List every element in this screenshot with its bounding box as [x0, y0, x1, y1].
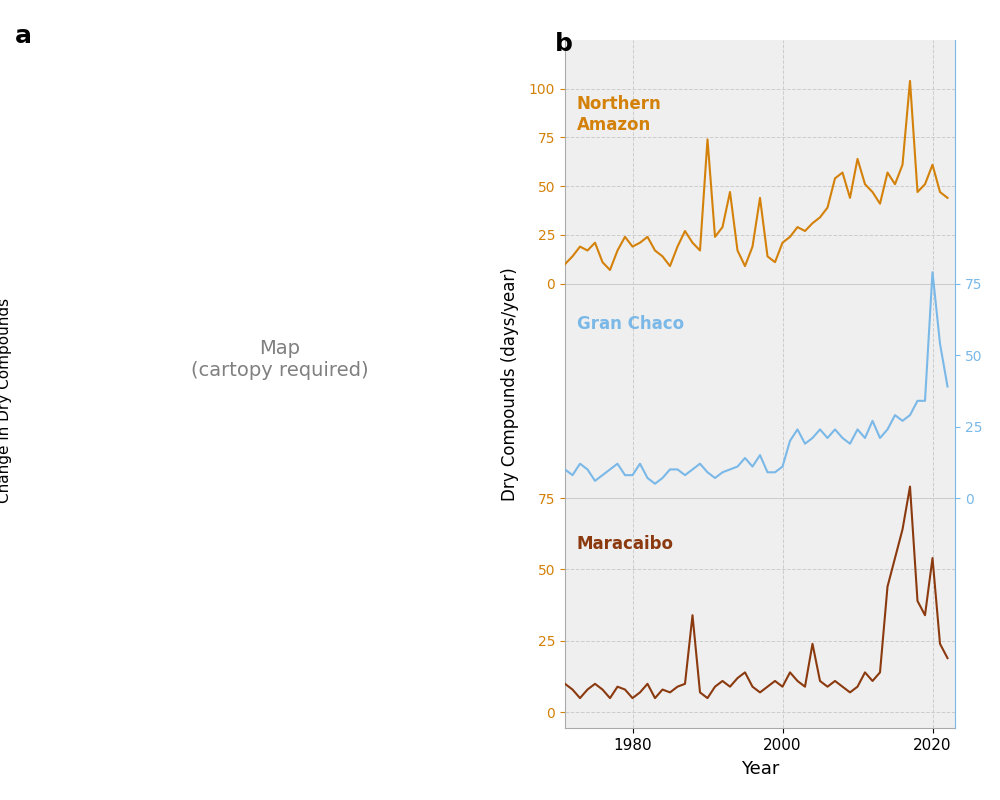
Text: Gran Chaco: Gran Chaco — [577, 315, 684, 333]
Text: b: b — [555, 32, 573, 56]
Text: Dry Compounds (days/year): Dry Compounds (days/year) — [501, 267, 519, 501]
Text: a: a — [15, 24, 32, 48]
Text: Change in Dry Compounds: Change in Dry Compounds — [0, 298, 13, 502]
X-axis label: Year: Year — [741, 760, 779, 778]
Text: Maracaibo: Maracaibo — [577, 535, 674, 554]
Text: Map
(cartopy required): Map (cartopy required) — [191, 339, 369, 381]
Text: Northern
Amazon: Northern Amazon — [577, 95, 661, 134]
